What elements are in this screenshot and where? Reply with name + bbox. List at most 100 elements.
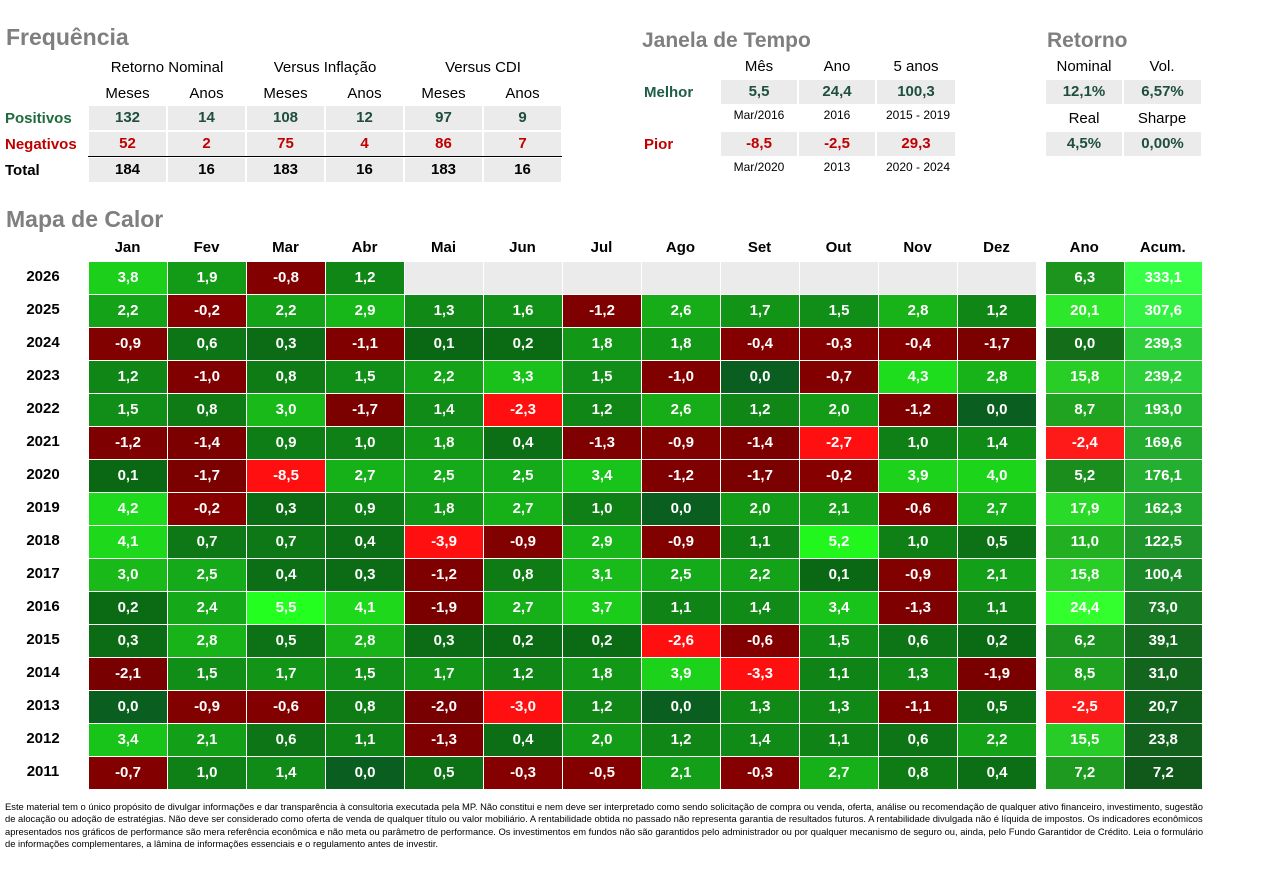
heatmap-cell: 2,2: [405, 361, 483, 393]
subheader: Anos: [505, 85, 540, 102]
heatmap-cell: 0,3: [326, 559, 404, 591]
melhor-label: Melhor: [644, 84, 694, 101]
heatmap-cell: 3,4: [563, 460, 641, 492]
year-return-cell: 7,2: [1046, 757, 1124, 789]
year-label: 2021: [26, 433, 60, 450]
retorno-sharpe-value: 0,00%: [1124, 132, 1201, 156]
heatmap-cell: [958, 262, 1036, 294]
heatmap-cell: 1,2: [721, 394, 799, 426]
year-return-cell: 8,7: [1046, 394, 1124, 426]
heatmap-cell: -0,7: [89, 757, 167, 789]
heatmap-cell: [721, 262, 799, 294]
freq-cell: 108: [247, 106, 324, 130]
year-return-cell: -2,5: [1046, 691, 1124, 723]
cumulative-return-cell: 122,5: [1124, 526, 1202, 558]
heatmap-cell: -0,3: [721, 757, 799, 789]
heatmap-cell: -2,3: [484, 394, 562, 426]
heatmap-cell: 2,7: [484, 592, 562, 624]
heatmap-cell: -0,4: [721, 328, 799, 360]
cumulative-return-cell: 100,4: [1124, 559, 1202, 591]
heatmap-cell: 1,2: [563, 691, 641, 723]
freq-cell: 75: [247, 132, 324, 156]
heatmap-cell: 2,2: [89, 295, 167, 327]
heatmap-cell: 1,2: [563, 394, 641, 426]
year-return-cell: 11,0: [1046, 526, 1124, 558]
heatmap-cell: 2,2: [721, 559, 799, 591]
heatmap-cell: 0,3: [247, 493, 325, 525]
heatmap-cell: 0,5: [958, 691, 1036, 723]
month-header: Abr: [351, 239, 378, 256]
row-label-total: Total: [5, 162, 40, 179]
heatmap-cell: 1,4: [721, 724, 799, 756]
year-label: 2016: [26, 598, 60, 615]
disclaimer-text: Este material tem o único propósito de d…: [5, 801, 1204, 849]
heatmap-cell: -1,3: [405, 724, 483, 756]
heatmap-cell: 2,8: [326, 625, 404, 657]
heatmap-cell: 1,5: [326, 658, 404, 690]
cumulative-return-cell: 31,0: [1124, 658, 1202, 690]
cumulative-return-cell: 39,1: [1124, 625, 1202, 657]
heatmap-cell: -1,2: [642, 460, 720, 492]
heatmap-cell: -1,2: [563, 295, 641, 327]
month-header: Fev: [193, 239, 220, 256]
heatmap-cell: -0,9: [89, 328, 167, 360]
year-label: 2012: [26, 730, 60, 747]
heatmap-cell: 2,7: [800, 757, 878, 789]
heatmap-cell: 1,1: [326, 724, 404, 756]
cumulative-return-cell: 307,6: [1124, 295, 1202, 327]
heatmap-cell: 1,4: [958, 427, 1036, 459]
heatmap-cell: 0,1: [89, 460, 167, 492]
year-return-cell: -2,4: [1046, 427, 1124, 459]
freq-cell: 7: [484, 132, 561, 156]
year-label: 2019: [26, 499, 60, 516]
heatmap-cell: -3,9: [405, 526, 483, 558]
retorno-title: Retorno: [1047, 29, 1128, 52]
heatmap-cell: 1,1: [800, 658, 878, 690]
heatmap-cell: 2,0: [563, 724, 641, 756]
heatmap-cell: 3,8: [89, 262, 167, 294]
group-header-nominal: Retorno Nominal: [110, 59, 224, 76]
month-header: Mai: [430, 239, 456, 256]
heatmap-cell: 0,1: [405, 328, 483, 360]
subheader: Meses: [263, 85, 308, 102]
group-header-inflacao: Versus Inflação: [273, 59, 377, 76]
pior-5anos: 29,3: [877, 132, 955, 156]
heatmap-cell: -1,9: [958, 658, 1036, 690]
heatmap-cell: 0,5: [247, 625, 325, 657]
heatmap-cell: 4,1: [326, 592, 404, 624]
heatmap-cell: 1,1: [958, 592, 1036, 624]
heatmap-cell: 1,5: [800, 625, 878, 657]
year-return-cell: 6,2: [1046, 625, 1124, 657]
heatmap-cell: [405, 262, 483, 294]
heatmap-cell: 1,7: [721, 295, 799, 327]
janela-header-5anos: 5 anos: [893, 58, 939, 75]
pior-mes-date: Mar/2020: [733, 160, 785, 174]
heatmap-cell: -0,2: [168, 493, 246, 525]
cumulative-return-cell: 7,2: [1124, 757, 1202, 789]
month-header: Nov: [903, 239, 932, 256]
heatmap-cell: 1,4: [247, 757, 325, 789]
melhor-mes-date: Mar/2016: [733, 108, 785, 122]
heatmap-cell: -0,6: [247, 691, 325, 723]
summary-header: Ano: [1069, 239, 1099, 256]
retorno-real-value: 4,5%: [1046, 132, 1122, 156]
heatmap-cell: 2,1: [958, 559, 1036, 591]
heatmap-cell: 2,0: [721, 493, 799, 525]
heatmap-cell: -1,4: [721, 427, 799, 459]
heatmap-cell: 1,2: [89, 361, 167, 393]
heatmap-cell: 0,7: [247, 526, 325, 558]
year-return-cell: 6,3: [1046, 262, 1124, 294]
heatmap-cell: 1,5: [800, 295, 878, 327]
heatmap-cell: -1,3: [563, 427, 641, 459]
pior-5anos-date: 2020 - 2024: [885, 160, 951, 174]
heatmap-cell: 0,9: [247, 427, 325, 459]
heatmap-cell: -1,7: [168, 460, 246, 492]
heatmap-cell: 3,0: [89, 559, 167, 591]
freq-cell: 97: [405, 106, 482, 130]
retorno-header-nominal: Nominal: [1056, 58, 1112, 75]
heatmap-cell: -0,6: [879, 493, 957, 525]
heatmap-cell: [484, 262, 562, 294]
heatmap-cell: -0,2: [168, 295, 246, 327]
heatmap-cell: 3,4: [89, 724, 167, 756]
year-label: 2020: [26, 466, 60, 483]
